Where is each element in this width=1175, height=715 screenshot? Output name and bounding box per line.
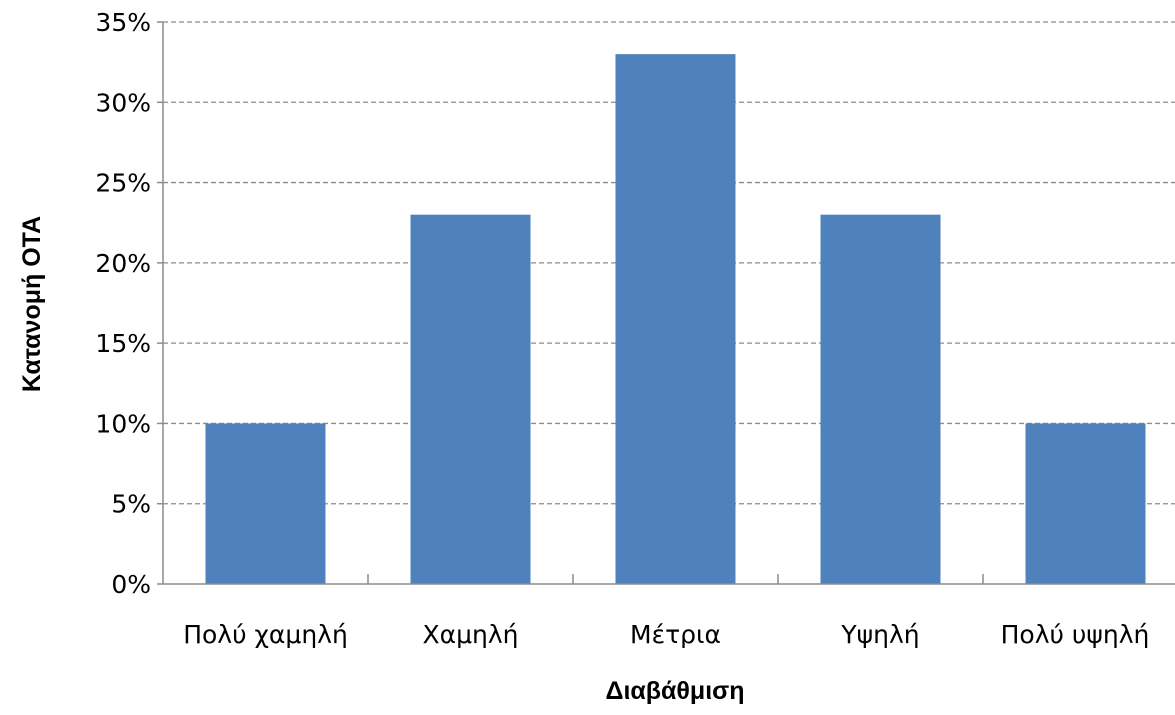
- y-tick-label: 30%: [95, 88, 151, 117]
- y-tick-label: 25%: [95, 169, 151, 198]
- y-tick-label: 10%: [95, 409, 151, 438]
- x-axis-title: Διαβάθμιση: [605, 677, 744, 705]
- y-tick-label: 35%: [95, 8, 151, 37]
- y-tick-label: 0%: [111, 570, 151, 599]
- x-tick-label: Πολύ υψηλή: [1001, 620, 1150, 649]
- y-axis-title: Κατανομή ΟΤΑ: [18, 216, 46, 392]
- y-tick-label: 5%: [111, 490, 151, 519]
- y-tick-labels: 0% 5% 10% 15% 20% 25% 30% 35%: [95, 8, 151, 599]
- bar: [410, 214, 531, 584]
- x-tick-label: Μέτρια: [630, 620, 721, 649]
- x-tick-label: Υψηλή: [840, 620, 919, 649]
- bar: [205, 423, 326, 584]
- x-tick-label: Χαμηλή: [423, 620, 519, 649]
- y-tick-label: 20%: [95, 249, 151, 278]
- bar: [1025, 423, 1146, 584]
- bar: [820, 214, 941, 584]
- y-tick-label: 15%: [95, 329, 151, 358]
- bar: [615, 54, 736, 585]
- axes: [157, 21, 1175, 585]
- x-tick-label: Πολύ χαμηλή: [183, 620, 348, 649]
- x-tick-labels: Πολύ χαμηλή Χαμηλή Μέτρια Υψηλή Πολύ υψηλή: [183, 620, 1149, 649]
- bars: [205, 54, 1146, 585]
